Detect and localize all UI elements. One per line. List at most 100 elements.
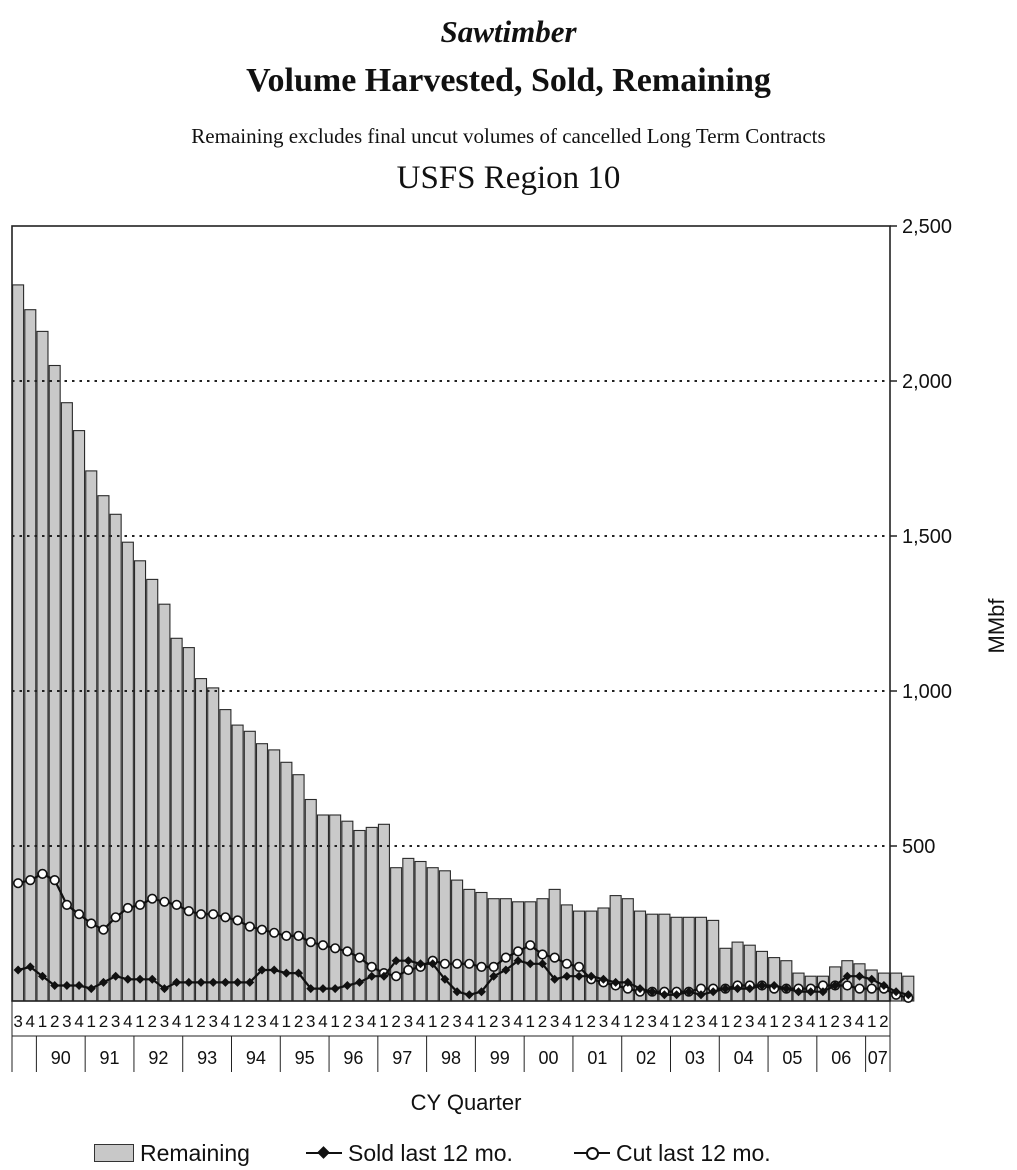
x-tick-year: 98	[441, 1048, 461, 1068]
x-tick-quarter: 3	[306, 1012, 315, 1031]
sold-point	[476, 987, 486, 997]
bar-remaining	[402, 857, 415, 1002]
bar-remaining	[548, 888, 561, 1002]
cut-point	[122, 902, 133, 914]
x-tick-quarter: 1	[428, 1012, 437, 1031]
x-tick-quarter: 1	[379, 1012, 388, 1031]
chart-title: Sawtimber	[440, 14, 577, 49]
sold-point	[220, 977, 230, 987]
x-tick-quarter: 3	[550, 1012, 559, 1031]
cut-point	[86, 918, 97, 929]
bar-remaining	[133, 560, 147, 1002]
cut-point	[330, 943, 341, 954]
cut-point	[98, 924, 109, 935]
bar-remaining	[109, 513, 122, 1002]
x-tick-quarter: 2	[245, 1012, 254, 1031]
x-tick-quarter: 3	[501, 1012, 510, 1031]
x-tick-year: 03	[685, 1048, 705, 1068]
legend-cut-marker	[574, 1143, 610, 1163]
x-tick-quarter: 3	[745, 1012, 754, 1031]
bar-remaining	[280, 761, 293, 1002]
bar-remaining	[292, 774, 305, 1002]
x-tick-quarter: 2	[879, 1012, 888, 1031]
x-tick-quarter: 1	[282, 1012, 291, 1031]
sold-point	[184, 977, 194, 987]
sold-point	[513, 956, 523, 966]
legend: Remaining Sold last 12 mo. Cut last 12 m…	[0, 1136, 1017, 1170]
sold-point	[342, 981, 352, 990]
x-tick-quarter: 4	[172, 1012, 181, 1031]
bar-remaining	[451, 879, 464, 1002]
sold-point	[659, 990, 669, 1000]
y-tick-label: 1,500	[902, 526, 952, 548]
x-tick-quarter: 4	[367, 1012, 376, 1031]
sold-point	[281, 968, 291, 978]
cut-point	[842, 980, 853, 991]
x-tick-quarter: 2	[440, 1012, 449, 1031]
bar-remaining	[48, 364, 61, 1002]
sold-point	[550, 974, 560, 984]
plot-frame	[11, 225, 891, 1002]
sold-point	[574, 971, 584, 981]
sold-point	[318, 984, 328, 994]
sold-point	[257, 965, 267, 975]
sold-point	[867, 974, 877, 984]
sold-point	[379, 971, 389, 981]
cut-point	[403, 964, 414, 976]
x-tick-quarter: 4	[465, 1012, 474, 1031]
cut-point	[37, 868, 48, 880]
bar-remaining	[475, 891, 488, 1002]
x-tick-year: 94	[246, 1048, 266, 1068]
sold-point	[562, 971, 572, 981]
sold-point	[367, 971, 377, 981]
x-tick-year: 97	[392, 1048, 412, 1068]
cut-point	[391, 971, 402, 982]
sold-point	[647, 987, 657, 997]
x-tick-quarter: 3	[452, 1012, 461, 1031]
x-tick-year: 92	[148, 1048, 168, 1068]
x-tick-year: 07	[868, 1048, 888, 1068]
x-tick-quarter: 3	[208, 1012, 217, 1031]
sold-point	[672, 990, 682, 1000]
x-tick-quarter: 4	[513, 1012, 522, 1031]
x-tick-year: 01	[587, 1048, 607, 1068]
legend-remaining-swatch	[94, 1144, 134, 1162]
cut-point	[366, 961, 377, 973]
x-tick-quarter: 4	[416, 1012, 425, 1031]
x-tick-year: 05	[782, 1048, 802, 1068]
x-tick-quarter: 4	[757, 1012, 766, 1031]
sold-point	[696, 990, 706, 1000]
x-tick-quarter: 2	[733, 1012, 742, 1031]
x-tick-quarter: 3	[160, 1012, 169, 1031]
x-tick-year: 00	[539, 1048, 559, 1068]
x-tick-quarter: 1	[233, 1012, 242, 1031]
x-tick-quarter: 1	[769, 1012, 778, 1031]
cut-point	[549, 952, 560, 963]
bar-remaining	[304, 798, 317, 1002]
x-tick-year: 06	[831, 1048, 851, 1068]
x-tick-quarter: 2	[489, 1012, 498, 1031]
cut-point	[354, 952, 365, 963]
sold-point	[62, 981, 72, 990]
sold-point	[537, 959, 547, 969]
sold-point	[769, 981, 779, 990]
bar-remaining	[463, 888, 476, 1002]
bar-remaining	[60, 402, 73, 1002]
cut-point	[512, 946, 524, 957]
x-tick-quarter: 2	[343, 1012, 352, 1031]
cut-point	[488, 961, 499, 973]
bar-remaining	[231, 724, 244, 1002]
bar-remaining	[524, 901, 537, 1002]
sold-point	[233, 977, 243, 987]
sold-point	[598, 974, 608, 984]
x-tick-quarter: 4	[318, 1012, 327, 1031]
x-tick-quarter: 4	[221, 1012, 230, 1031]
sold-point	[794, 987, 804, 997]
x-tick-year: 93	[197, 1048, 217, 1068]
sold-point	[13, 965, 23, 975]
lines-layer	[12, 868, 914, 1004]
bar-remaining	[243, 730, 256, 1002]
cut-point	[159, 896, 170, 907]
x-tick-quarter: 3	[13, 1012, 22, 1031]
cut-point	[244, 921, 255, 932]
